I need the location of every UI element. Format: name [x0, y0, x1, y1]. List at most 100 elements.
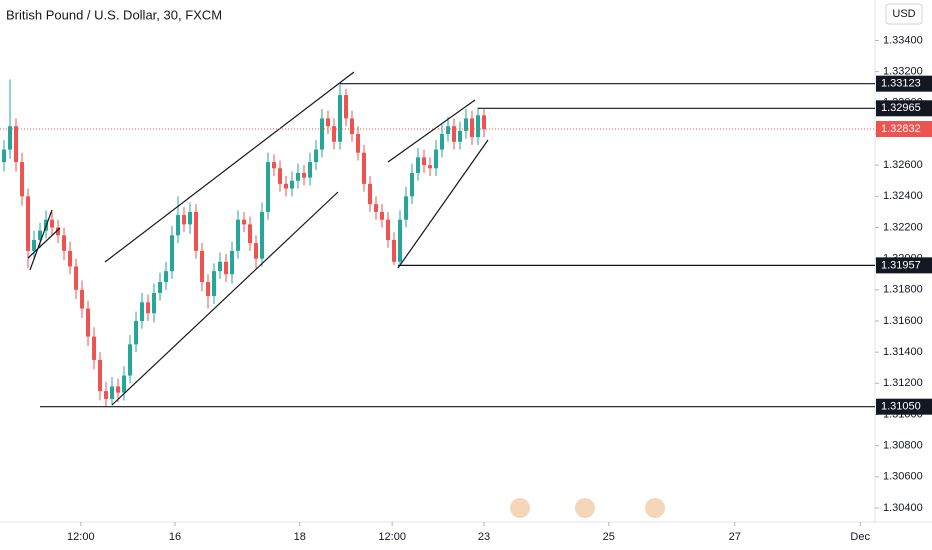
y-tick-label: 1.31600 [883, 315, 923, 327]
candle-body [2, 149, 7, 163]
candle-body [170, 235, 175, 272]
candle-body [32, 239, 37, 251]
candle-body [368, 183, 373, 205]
candle-body [416, 157, 421, 173]
candle-body [302, 172, 307, 178]
candle-body [8, 126, 13, 150]
candle-body [362, 152, 367, 184]
candle-body [188, 211, 193, 225]
candle-body [475, 115, 480, 138]
candle-body [481, 115, 486, 130]
candle-body [68, 250, 73, 267]
candle-body [344, 95, 349, 119]
price-label-bg [876, 398, 932, 415]
trend-line [104, 71, 355, 263]
candle-body [92, 336, 97, 360]
candle-body [74, 266, 79, 290]
candle-body [356, 134, 361, 153]
candle-body [146, 302, 151, 314]
trend-lines [27, 71, 489, 406]
candle-body [206, 282, 211, 297]
candle-body [422, 157, 427, 166]
candle-body [110, 386, 115, 399]
price-label-bg [876, 257, 932, 274]
candle-body [200, 250, 205, 283]
event-icon[interactable] [575, 498, 595, 518]
candle-body [326, 118, 331, 127]
candle-body [176, 215, 181, 236]
candle-body [434, 149, 439, 169]
candle-body [392, 239, 397, 262]
y-tick-label: 1.33200 [883, 66, 923, 78]
candle-body [398, 219, 403, 262]
candle-body [194, 211, 199, 251]
candle-body [182, 215, 187, 225]
candle-body [439, 134, 444, 150]
candle-body [236, 219, 241, 251]
candle-body [98, 359, 103, 392]
candle-body [320, 118, 325, 150]
candle-body [308, 162, 313, 178]
candle-body [26, 196, 31, 251]
candle-body [445, 126, 450, 135]
candle-body [248, 224, 253, 244]
candle-body [122, 375, 127, 393]
candle-body [260, 211, 265, 259]
y-tick-label: 1.32400 [883, 190, 923, 202]
candle-body [457, 130, 462, 142]
candle-body [164, 271, 169, 283]
y-tick-label: 1.32600 [883, 159, 923, 171]
candle-body [332, 126, 337, 142]
trend-line [387, 99, 476, 163]
candle-body [338, 95, 343, 142]
event-icon[interactable] [645, 498, 665, 518]
candle-body [128, 344, 133, 376]
chart-title: British Pound / U.S. Dollar, 30, FXCM [6, 7, 222, 22]
candle-body [290, 180, 295, 189]
trend-line [397, 139, 489, 269]
candle-body [230, 250, 235, 275]
candle-body [386, 219, 391, 240]
candle-body [20, 162, 25, 197]
y-tick-label: 1.30800 [883, 440, 923, 452]
candle-body [86, 308, 91, 337]
candle-body [224, 261, 229, 275]
candle-body [152, 292, 157, 314]
candle-body [350, 118, 355, 135]
candle-body [451, 126, 456, 142]
candle-body [266, 162, 271, 212]
price-label: 1.31050 [881, 401, 921, 413]
candle-body [410, 172, 415, 197]
candle-body [104, 391, 109, 399]
candle-body [284, 183, 289, 189]
x-tick-label: 23 [478, 531, 490, 543]
price-label: 1.32965 [881, 102, 921, 114]
candle-body [218, 261, 223, 272]
x-tick-label: 18 [294, 531, 306, 543]
candle-body [428, 165, 433, 169]
candle-body [50, 219, 55, 228]
x-tick-label: 12:00 [378, 531, 406, 543]
x-tick-label: 16 [169, 531, 181, 543]
candle-body [134, 320, 139, 345]
candle-body [404, 196, 409, 220]
candle-body [314, 149, 319, 163]
y-tick-label: 1.31200 [883, 377, 923, 389]
trend-line [111, 191, 339, 406]
x-tick-label: 27 [729, 531, 741, 543]
currency-label[interactable]: USD [892, 8, 915, 20]
price-label: 1.31957 [881, 259, 921, 271]
candle-body [272, 162, 277, 169]
candle-body [296, 172, 301, 181]
event-icon[interactable] [510, 498, 530, 518]
price-label: 1.32832 [881, 123, 921, 135]
candle-body [212, 271, 217, 297]
currency-button[interactable] [885, 3, 923, 25]
y-tick-label: 1.30600 [883, 471, 923, 483]
candle-body [469, 118, 474, 138]
y-tick-label: 1.30400 [883, 502, 923, 514]
candle-body [38, 230, 43, 240]
candle-body [140, 302, 145, 321]
candle-body [463, 118, 468, 131]
